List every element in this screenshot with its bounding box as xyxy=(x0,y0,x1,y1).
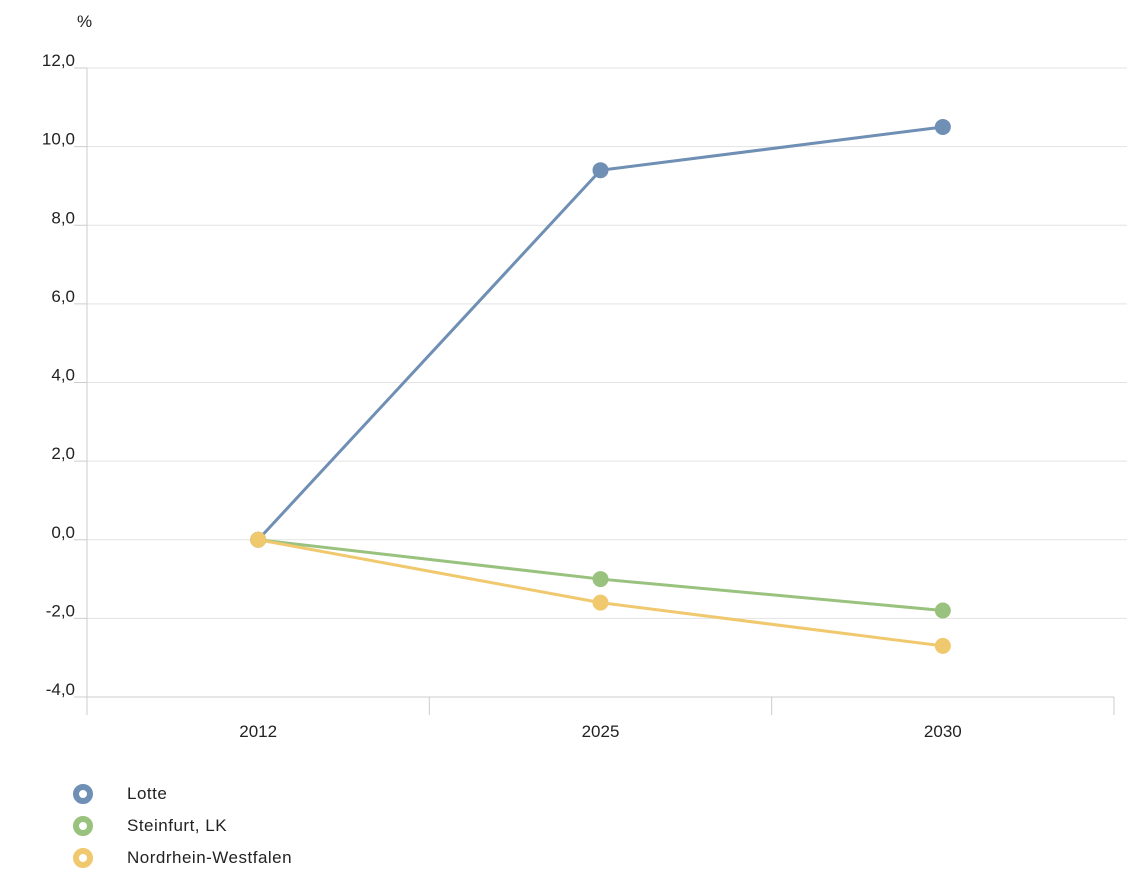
data-point xyxy=(934,637,951,654)
y-tick-labels: -4,0 -2,0 0,0 2,0 4,0 6,0 8,0 10,0 12,0 xyxy=(42,51,75,699)
legend-label: Steinfurt, LK xyxy=(127,816,228,835)
y-tick-label: 10,0 xyxy=(42,130,75,149)
series-line xyxy=(257,538,944,648)
data-point xyxy=(592,571,609,588)
data-point xyxy=(250,531,267,548)
line-chart: % -4,0-2,00,02,04,06,08,010,012,0 2012 20… xyxy=(42,12,1127,741)
series-lines xyxy=(257,125,944,648)
legend-marker-icon xyxy=(73,816,93,836)
y-tick-label: 2,0 xyxy=(51,444,75,463)
series-points xyxy=(250,118,951,654)
axes xyxy=(74,67,1115,715)
legend-label: Lotte xyxy=(127,784,168,803)
gridlines xyxy=(87,67,1127,619)
legend: Lotte Steinfurt, LK Nordrhein-Westfalen xyxy=(73,780,292,876)
y-tick-label: 12,0 xyxy=(42,51,75,70)
y-tick-label: -2,0 xyxy=(46,601,75,620)
x-tick-label: 2012 xyxy=(239,722,277,741)
y-tick-label: 4,0 xyxy=(51,366,75,385)
legend-item: Lotte xyxy=(73,780,292,808)
legend-item: Nordrhein-Westfalen xyxy=(73,844,292,872)
y-tick-label: 6,0 xyxy=(51,287,75,306)
y-axis-unit-label: % xyxy=(77,12,92,31)
legend-item: Steinfurt, LK xyxy=(73,812,292,840)
x-tick-label: 2025 xyxy=(582,722,620,741)
legend-marker-icon xyxy=(73,848,93,868)
y-tick-label: 8,0 xyxy=(51,208,75,227)
data-point xyxy=(934,602,951,619)
legend-marker-icon xyxy=(73,784,93,804)
data-point xyxy=(934,118,951,135)
data-point xyxy=(592,594,609,611)
x-tick-labels: 2012 2025 2030 xyxy=(239,722,961,741)
legend-label: Nordrhein-Westfalen xyxy=(127,848,293,867)
series-line xyxy=(257,125,944,541)
x-tick-label: 2030 xyxy=(924,722,962,741)
data-point xyxy=(592,162,609,179)
y-tick-label: -4,0 xyxy=(46,680,75,699)
y-tick-label: 0,0 xyxy=(51,523,75,542)
